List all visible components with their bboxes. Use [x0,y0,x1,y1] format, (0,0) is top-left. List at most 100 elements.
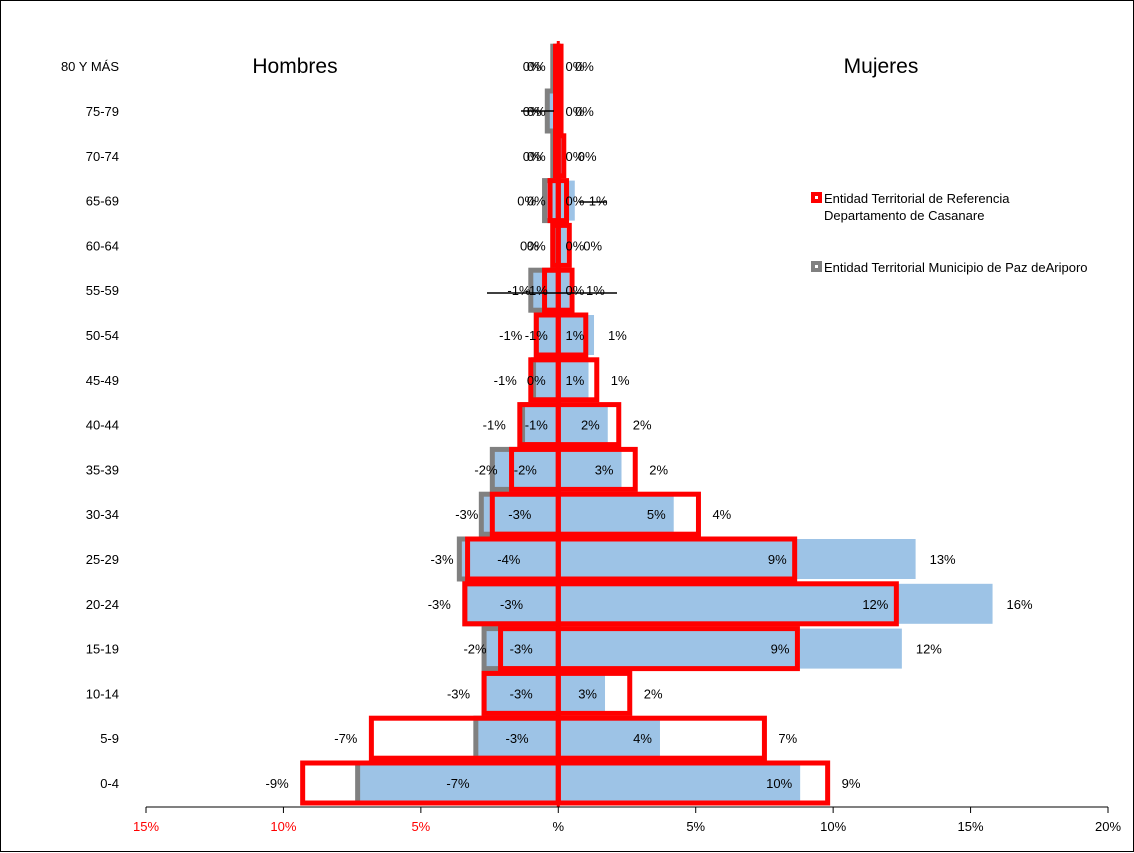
data-label-mujeres-municipio: 0% [565,238,584,253]
data-label-mujeres-departamento: 0% [575,104,594,119]
x-tick-label: 5% [411,819,430,834]
bar-hombres-municipio [552,225,559,266]
data-label-mujeres-municipio: 0% [565,149,584,164]
data-label-hombres-departamento: -1% [494,373,518,388]
data-label-mujeres-municipio: 2% [581,418,600,433]
data-label-mujeres-departamento: 0% [583,238,602,253]
data-label-mujeres-municipio: 1% [565,373,584,388]
data-label-hombres-departamento: -3% [455,507,479,522]
category-label: 40-44 [86,418,119,433]
data-label-mujeres-municipio: 3% [595,462,614,477]
legend-swatch-dot [815,196,818,199]
category-label: 0-4 [100,776,119,791]
bar-mujeres-municipio [558,359,589,400]
data-label-hombres-municipio: -3% [505,731,529,746]
data-label-hombres-municipio: -3% [510,642,534,657]
category-label: 10-14 [86,686,119,701]
data-label-mujeres-municipio: 10% [766,776,792,791]
data-label-mujeres-departamento: 13% [930,552,956,567]
category-label: 15-19 [86,642,119,657]
data-label-mujeres-municipio: 0% [565,59,584,74]
data-label-hombres-municipio: -7% [446,776,470,791]
data-label-hombres-municipio: 0% [527,238,546,253]
data-label-mujeres-departamento: 12% [916,642,942,657]
category-label: 35-39 [86,462,119,477]
data-label-hombres-municipio: -3% [508,507,532,522]
bar-hombres-municipio [533,359,559,400]
data-label-mujeres-departamento: 0% [575,59,594,74]
bar-mujeres-municipio [558,404,608,445]
data-label-mujeres-departamento: 4% [712,507,731,522]
data-label-mujeres-municipio: 12% [862,597,888,612]
legend-label: Entidad Territorial Municipio de Paz deA… [824,260,1088,275]
data-label-mujeres-municipio: 0% [565,194,584,209]
bar-hombres-municipio [536,315,559,355]
bar-hombres-municipio [522,404,559,445]
x-tick-label: 15% [958,819,984,834]
category-label: 55-59 [86,283,119,298]
data-label-mujeres-municipio: 5% [647,507,666,522]
data-label-hombres-departamento: 0% [520,238,539,253]
data-label-hombres-departamento: -2% [474,462,498,477]
data-label-mujeres-municipio: 0% [565,283,584,298]
bar-hombres-municipio [484,673,559,714]
data-label-mujeres-departamento: 2% [649,462,668,477]
category-label: 45-49 [86,373,119,388]
bar-hombres-municipio [464,583,559,624]
bar-mujeres-municipio [558,494,674,535]
data-label-hombres-departamento: 0% [523,149,542,164]
bar-hombres-municipio [484,628,559,669]
x-tick-label: 20% [1095,819,1121,834]
category-label: 75-79 [86,104,119,119]
category-label: 60-64 [86,238,119,253]
data-label-hombres-departamento: -1% [507,283,531,298]
data-label-mujeres-departamento: 1% [608,328,627,343]
x-tick-label: 15% [133,819,159,834]
bar-mujeres-municipio [558,270,570,311]
data-label-mujeres-municipio: 9% [771,642,790,657]
data-label-mujeres-departamento: 1% [611,373,630,388]
bar-hombres-municipio [459,539,559,579]
category-label: 80 Y MÁS [61,59,119,74]
x-tick-label: % [553,819,565,834]
bar-mujeres-municipio [558,449,622,490]
bar-mujeres-municipio [558,763,801,803]
category-label: 65-69 [86,194,119,209]
category-label: 25-29 [86,552,119,567]
data-label-hombres-municipio: 0% [527,194,546,209]
data-label-hombres-departamento: 0% [517,194,536,209]
data-label-hombres-departamento: -9% [266,776,290,791]
x-tick-label: 10% [270,819,296,834]
bar-mujeres-municipio [558,718,660,759]
bar-mujeres-municipio [558,673,606,714]
bar-hombres-municipio [475,718,559,759]
data-label-mujeres-departamento: 1% [589,194,608,209]
data-label-hombres-municipio: -1% [525,283,549,298]
data-label-mujeres-departamento: 7% [778,731,797,746]
data-label-hombres-municipio: -3% [500,597,524,612]
data-label-mujeres-departamento: 16% [1007,597,1033,612]
data-label-hombres-departamento: -2% [463,642,487,657]
category-label: 20-24 [86,597,119,612]
bar-mujeres-municipio [558,539,916,579]
category-label: 30-34 [86,507,119,522]
data-label-mujeres-departamento: 1% [586,283,605,298]
bar-mujeres-municipio [558,135,564,176]
category-label: 70-74 [86,149,119,164]
data-label-hombres-municipio: 0% [527,149,546,164]
data-label-mujeres-municipio: 9% [768,552,787,567]
data-label-hombres-departamento: -3% [430,552,454,567]
data-label-mujeres-municipio: 4% [633,731,652,746]
data-label-mujeres-departamento: 2% [633,418,652,433]
data-label-hombres-departamento: -1% [499,328,523,343]
bar-mujeres-municipio [558,225,567,266]
data-label-mujeres-departamento: 9% [842,776,861,791]
bar-mujeres-municipio [558,583,993,624]
bar-mujeres-municipio [558,628,902,669]
data-label-hombres-municipio: 0% [527,59,546,74]
category-label: 5-9 [100,731,119,746]
title-hombres: Hombres [252,55,337,78]
data-label-mujeres-municipio: 3% [578,686,597,701]
